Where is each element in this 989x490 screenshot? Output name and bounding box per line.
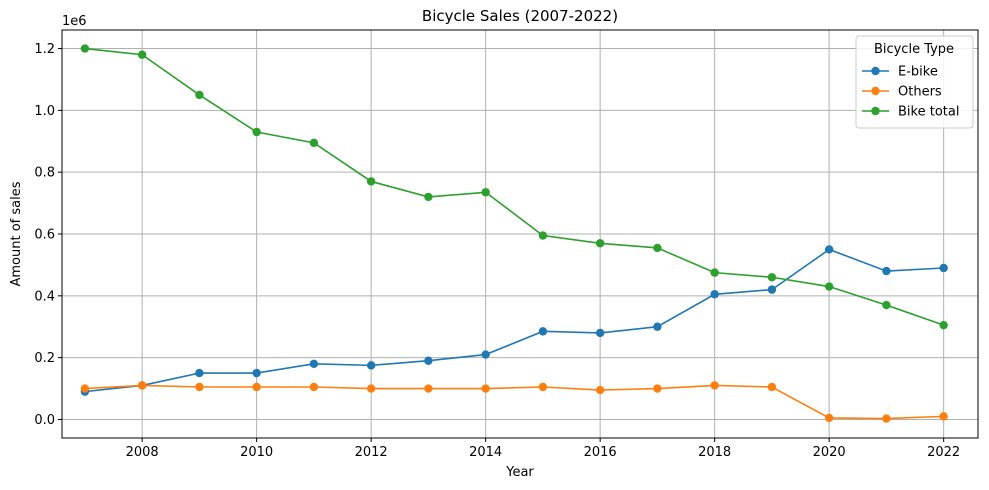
data-point-e-bike: [424, 356, 433, 365]
data-point-others: [767, 382, 777, 392]
y-tick-label: 0.6: [34, 228, 55, 243]
y-tick-label: 1.0: [34, 104, 55, 119]
y-tick-label: 0.4: [34, 289, 55, 304]
data-point-others: [824, 413, 834, 423]
legend-label-others: Others: [898, 85, 942, 100]
x-tick-label: 2016: [584, 445, 617, 460]
x-tick-label: 2018: [698, 445, 731, 460]
data-point-others: [80, 384, 90, 393]
data-point-e-bike: [252, 368, 261, 378]
series-others: [80, 381, 948, 423]
data-point-bike-total: [882, 300, 891, 310]
data-point-bike-total: [137, 50, 147, 59]
series-layer: [80, 44, 948, 423]
data-point-others: [366, 384, 376, 393]
legend-label-bike-total: Bike total: [898, 105, 959, 120]
x-tick-label: 2014: [469, 445, 502, 460]
data-point-others: [481, 384, 490, 393]
y-axis: 0.0 0.2 0.4 0.6 0.8 1.0 1.2: [34, 42, 62, 428]
data-point-bike-total: [824, 282, 834, 291]
series-line-others: [84, 384, 944, 420]
series-e-bike: [80, 245, 948, 396]
legend: Bicycle Type E-bike Others Bike total: [855, 35, 974, 129]
legend-item-e-bike: E-bike: [862, 65, 938, 80]
y-tick-label: 0.8: [34, 166, 55, 181]
series-line-bike-total: [84, 47, 944, 326]
legend-box: [855, 35, 974, 129]
data-point-e-bike: [824, 245, 834, 254]
data-point-others: [595, 385, 605, 395]
legend-marker-others: [871, 86, 880, 96]
data-point-e-bike: [710, 290, 719, 299]
x-tick-label: 2010: [240, 445, 273, 460]
data-point-bike-total: [366, 177, 376, 186]
y-tick-label: 1.2: [34, 42, 55, 57]
data-point-e-bike: [653, 322, 662, 331]
data-point-bike-total: [80, 44, 90, 53]
series-bike-total: [80, 44, 948, 330]
data-point-e-bike: [939, 263, 948, 273]
x-tick-label: 2020: [813, 445, 846, 460]
legend-label-e-bike: E-bike: [898, 65, 938, 80]
y-axis-title: Amount of sales: [9, 181, 24, 286]
legend-title: Bicycle Type: [874, 42, 954, 57]
y-tick-label: 0.2: [34, 351, 55, 366]
legend-item-bike-total: Bike total: [862, 105, 959, 120]
data-point-e-bike: [538, 327, 548, 336]
data-point-e-bike: [767, 285, 777, 294]
x-tick-label: 2022: [927, 445, 960, 460]
x-axis: 2008 2010 2012 2014 2016 2018 2020 2022: [126, 438, 960, 460]
y-tick-label: 0.0: [34, 413, 55, 428]
data-point-others: [710, 381, 719, 390]
data-point-bike-total: [939, 320, 948, 330]
data-point-others: [538, 382, 548, 392]
legend-marker-bike-total: [871, 106, 880, 116]
grid: [62, 30, 978, 438]
x-tick-label: 2012: [355, 445, 388, 460]
data-point-bike-total: [595, 239, 605, 248]
y-offset-text: 1e6: [62, 14, 87, 29]
data-point-e-bike: [195, 368, 204, 378]
data-point-e-bike: [481, 350, 490, 359]
legend-items: E-bike Others Bike total: [862, 65, 959, 120]
data-point-bike-total: [538, 231, 548, 240]
data-point-bike-total: [309, 138, 319, 148]
data-point-e-bike: [595, 328, 605, 338]
data-point-bike-total: [252, 127, 261, 137]
data-point-bike-total: [424, 192, 433, 202]
data-point-bike-total: [195, 90, 204, 100]
data-point-e-bike: [309, 359, 319, 369]
data-point-others: [137, 381, 147, 390]
legend-item-others: Others: [862, 85, 942, 100]
data-point-e-bike: [366, 361, 376, 370]
legend-marker-e-bike: [871, 66, 880, 76]
x-tick-label: 2008: [126, 445, 159, 460]
data-point-e-bike: [882, 266, 891, 276]
data-point-bike-total: [710, 268, 719, 277]
data-point-others: [653, 384, 662, 393]
data-point-others: [309, 382, 319, 392]
chart-title: Bicycle Sales (2007-2022): [422, 7, 618, 25]
x-axis-title: Year: [505, 465, 534, 480]
data-point-others: [195, 382, 204, 392]
data-point-bike-total: [767, 273, 777, 282]
data-point-others: [424, 384, 433, 393]
data-point-others: [252, 382, 261, 392]
data-point-others: [882, 414, 891, 423]
data-point-others: [939, 412, 948, 421]
series-line-e-bike: [84, 248, 944, 393]
data-point-bike-total: [481, 188, 490, 197]
data-point-bike-total: [653, 243, 662, 253]
